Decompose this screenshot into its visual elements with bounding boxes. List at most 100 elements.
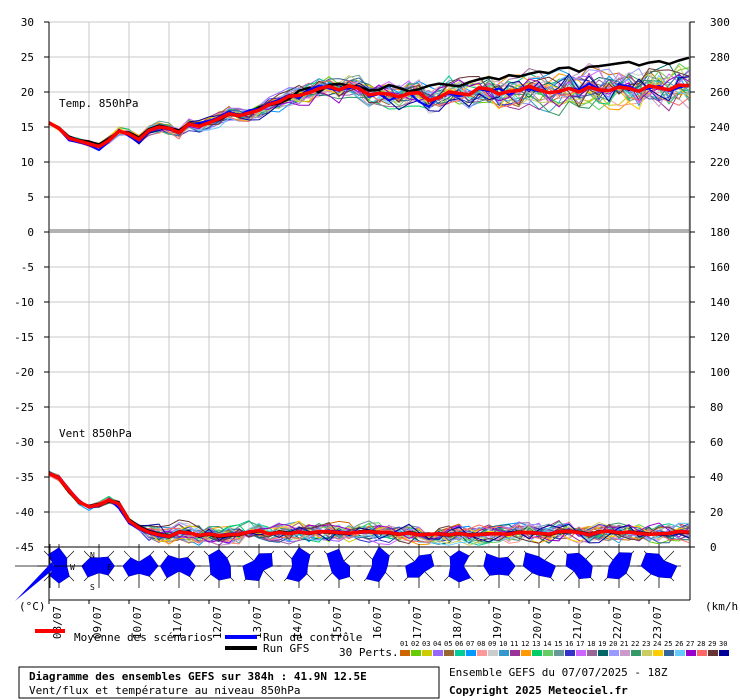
perturbation-wind-line	[48, 471, 690, 546]
wind-rose	[522, 552, 557, 579]
perturbation-key-label: 29	[708, 640, 716, 648]
right-tick-label: 60	[710, 436, 723, 449]
perturbation-key-swatch	[499, 650, 509, 656]
chart-legend: Moyenne des scénarios Run de contrôle Ru…	[35, 629, 729, 659]
x-tick-label: 14/07	[291, 606, 304, 639]
left-tick-label: -5	[21, 261, 34, 274]
wind-rose	[81, 556, 115, 578]
perturbation-key-swatch	[620, 650, 630, 656]
perturbation-key-swatch	[554, 650, 564, 656]
mean-wind-line	[48, 471, 690, 539]
right-tick-label: 140	[710, 296, 730, 309]
x-tick-label: 13/07	[251, 606, 264, 639]
left-tick-label: -35	[14, 471, 34, 484]
wind-rose	[208, 549, 232, 581]
perturbation-key-label: 16	[565, 640, 573, 648]
perturbation-key-swatch	[400, 650, 410, 656]
wind-rose	[483, 553, 516, 576]
perturbation-key-label: 13	[532, 640, 540, 648]
perturbation-key-label: 11	[510, 640, 518, 648]
perturbation-key-label: 01	[400, 640, 408, 648]
left-tick-label: -40	[14, 506, 34, 519]
wind-roses: N E S W	[15, 544, 681, 601]
x-tick-label: 11/07	[171, 606, 184, 639]
wind-rose	[565, 552, 593, 580]
right-tick-label: 40	[710, 471, 723, 484]
x-tick-label: 08/07	[51, 606, 64, 639]
x-tick-label: 12/07	[211, 606, 224, 639]
perturbation-key-label: 15	[554, 640, 562, 648]
wind-rose	[640, 552, 678, 579]
perturbation-key-label: 28	[697, 640, 705, 648]
perturbation-key-swatch	[422, 650, 432, 656]
perturbation-key-label: 24	[653, 640, 661, 648]
x-tick-label: 22/07	[611, 606, 624, 639]
chart-grid	[49, 21, 690, 600]
perturbation-key-swatch	[510, 650, 520, 656]
perturbation-key-swatch	[433, 650, 443, 656]
left-tick-label: 25	[21, 51, 34, 64]
left-tick-label: 0	[27, 226, 34, 239]
perturbation-key-label: 20	[609, 640, 617, 648]
legend-label-gfs: Run GFS	[263, 642, 309, 655]
wind-rose	[286, 547, 311, 582]
perturbation-key-swatch	[686, 650, 696, 656]
compass-letter: E	[107, 563, 112, 572]
compass-letter: W	[70, 563, 75, 572]
wind-panel-label: Vent 850hPa	[59, 427, 132, 440]
perturbation-key-swatch	[642, 650, 652, 656]
title-box	[18, 666, 440, 699]
perturbation-key-swatch	[565, 650, 575, 656]
perturbation-key-label: 07	[466, 640, 474, 648]
right-tick-label: 80	[710, 401, 723, 414]
x-tick-label: 20/07	[531, 606, 544, 639]
perturbation-key: 01 02 03 04 05 06 07 08 09 10 11 12 13 14 15 16 17 18 19 20…	[400, 640, 729, 656]
perturbation-key-label: 02	[411, 640, 419, 648]
legend-perts-label: 30 Perts.	[339, 646, 399, 659]
perturbation-key-swatch	[488, 650, 498, 656]
perturbation-key-label: 30	[719, 640, 727, 648]
x-tick-label: 19/07	[491, 606, 504, 639]
left-unit-label: (°C)	[19, 600, 46, 613]
wind-rose	[122, 554, 159, 577]
right-tick-label: 220	[710, 156, 730, 169]
left-tick-label: -10	[14, 296, 34, 309]
perturbation-key-swatch	[576, 650, 586, 656]
x-tick-label: 10/07	[131, 606, 144, 639]
temp-panel-label: Temp. 850hPa	[59, 97, 138, 110]
right-tick-label: 20	[710, 506, 723, 519]
perturbation-key-label: 06	[455, 640, 463, 648]
left-tick-label: 30	[21, 16, 34, 29]
perturbation-key-swatch	[697, 650, 707, 656]
right-tick-label: 180	[710, 226, 730, 239]
compass-rose	[15, 562, 55, 601]
legend-label-mean: Moyenne des scénarios	[74, 631, 213, 644]
right-unit-label: (km/h)	[705, 600, 740, 613]
perturbation-key-label: 26	[675, 640, 683, 648]
wind-rose	[448, 550, 472, 583]
perturbation-key-swatch	[532, 650, 542, 656]
perturbation-key-swatch	[444, 650, 454, 656]
right-tick-label: 120	[710, 331, 730, 344]
main-series-lines	[48, 56, 690, 539]
chart-axes: 30 25 20 15 10 5 0 -5 -10 -15 -20 -25 -30 -35 -40 -45 30…	[14, 16, 730, 639]
right-tick-label: 280	[710, 51, 730, 64]
chart-subtitle: Vent/flux et température au niveau 850hP…	[29, 684, 301, 697]
wind-rose	[405, 553, 435, 578]
perturbation-key-label: 03	[422, 640, 430, 648]
perturbation-key-label: 10	[499, 640, 507, 648]
compass-letter: N	[90, 551, 95, 560]
x-tick-label: 09/07	[91, 606, 104, 639]
perturbation-key-label: 21	[620, 640, 628, 648]
wind-rose	[365, 546, 390, 583]
perturbation-key-label: 04	[433, 640, 441, 648]
right-tick-label: 100	[710, 366, 730, 379]
perturbation-key-swatch	[477, 650, 487, 656]
perturbation-key-label: 08	[477, 640, 485, 648]
perturbation-key-label: 14	[543, 640, 551, 648]
right-tick-label: 0	[710, 541, 717, 554]
perturbation-key-swatch	[631, 650, 641, 656]
left-tick-label: -30	[14, 436, 34, 449]
perturbation-key-swatch	[609, 650, 619, 656]
perturbation-key-label: 27	[686, 640, 694, 648]
